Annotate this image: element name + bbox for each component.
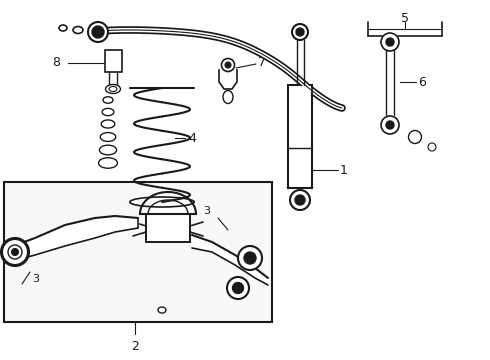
Circle shape (92, 26, 104, 38)
Circle shape (295, 195, 305, 205)
Circle shape (221, 59, 235, 72)
Circle shape (290, 190, 310, 210)
Circle shape (232, 283, 244, 293)
Bar (105, 50, 122, 72)
Circle shape (244, 252, 256, 264)
Circle shape (88, 22, 108, 42)
Polygon shape (140, 192, 196, 214)
Bar (288, 85, 312, 188)
Ellipse shape (98, 158, 118, 168)
Ellipse shape (101, 120, 115, 128)
Circle shape (386, 38, 394, 46)
Circle shape (238, 246, 262, 270)
Bar (146, 214, 190, 242)
Text: 3: 3 (203, 206, 210, 216)
Ellipse shape (99, 145, 117, 155)
Ellipse shape (158, 307, 166, 313)
Circle shape (381, 33, 399, 51)
Text: 1: 1 (340, 163, 348, 176)
Circle shape (409, 130, 421, 144)
Circle shape (225, 62, 231, 68)
Text: 4: 4 (188, 131, 196, 144)
Text: 2: 2 (131, 340, 139, 353)
Circle shape (8, 245, 22, 259)
Text: 6: 6 (418, 76, 426, 89)
Circle shape (227, 277, 249, 299)
Circle shape (11, 248, 19, 256)
Ellipse shape (73, 27, 83, 33)
Ellipse shape (59, 25, 67, 31)
Circle shape (428, 143, 436, 151)
Circle shape (2, 239, 28, 265)
Circle shape (296, 28, 304, 36)
Text: 8: 8 (52, 57, 60, 69)
Circle shape (381, 116, 399, 134)
Bar (4, 182, 272, 322)
Text: 7: 7 (258, 57, 266, 69)
Ellipse shape (105, 85, 121, 94)
Ellipse shape (103, 97, 113, 103)
Text: 3: 3 (32, 274, 39, 284)
Text: 5: 5 (401, 12, 409, 24)
Ellipse shape (130, 197, 194, 207)
Circle shape (292, 24, 308, 40)
Ellipse shape (102, 108, 114, 116)
Ellipse shape (100, 132, 116, 141)
Circle shape (386, 121, 394, 129)
